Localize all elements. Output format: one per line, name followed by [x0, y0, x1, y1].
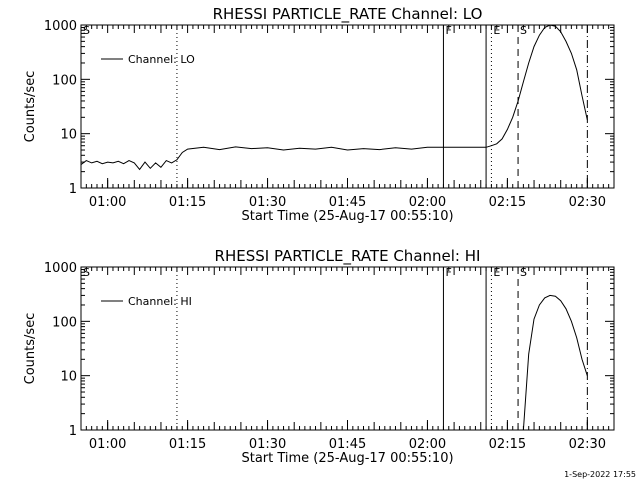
y-tick-label: 1	[69, 182, 77, 197]
chart-panel-1: RHESSI PARTICLE_RATE Channel: LO 1 10 100 10…	[23, 5, 615, 224]
y-tick-label: 10	[60, 128, 77, 143]
y-tick-label: 1000	[44, 261, 77, 276]
y-axis-label: Counts/sec	[23, 313, 38, 385]
x-axis-label: Start Time (25-Aug-17 00:55:10)	[241, 209, 453, 224]
x-tick-label: 01:30	[249, 195, 286, 210]
y-tick-label: 1000	[44, 19, 77, 34]
x-tick-label: 02:30	[569, 437, 606, 452]
y-tick-label: 100	[52, 73, 77, 88]
event-label: E	[493, 24, 500, 37]
event-label: F	[445, 24, 451, 37]
x-tick-label: 01:30	[249, 437, 286, 452]
plot-frame	[80, 24, 615, 189]
x-tick-label: 02:30	[569, 195, 606, 210]
x-tick-label: 02:15	[489, 195, 526, 210]
chart-panel-2: RHESSI PARTICLE_RATE Channel: HI 1 10 100 10…	[23, 247, 615, 466]
footer-timestamp: 1-Sep-2022 17:55	[564, 470, 636, 479]
plot-frame	[80, 266, 615, 431]
y-tick-label: 10	[60, 370, 77, 385]
series-line	[80, 24, 588, 171]
y-axis-label: Counts/sec	[23, 71, 38, 143]
event-label: E	[493, 266, 500, 279]
event-label: S	[83, 24, 90, 37]
x-tick-label: 02:00	[409, 195, 446, 210]
event-label: S	[83, 266, 90, 279]
event-label: S	[520, 24, 527, 37]
series-line	[522, 294, 588, 431]
x-tick-label: 01:15	[169, 437, 206, 452]
y-tick-label: 100	[52, 315, 77, 330]
x-tick-label: 01:45	[329, 437, 366, 452]
chart-title: RHESSI PARTICLE_RATE Channel: LO	[213, 5, 483, 24]
chart-title: RHESSI PARTICLE_RATE Channel: HI	[215, 247, 481, 266]
y-tick-label: 1	[69, 424, 77, 439]
x-tick-label: 01:45	[329, 195, 366, 210]
x-tick-label: 01:00	[89, 437, 126, 452]
event-label: S	[520, 266, 527, 279]
x-tick-label: 02:15	[489, 437, 526, 452]
legend-label: Channel: HI	[128, 295, 192, 308]
x-axis-label: Start Time (25-Aug-17 00:55:10)	[241, 451, 453, 466]
x-tick-label: 01:00	[89, 195, 126, 210]
x-tick-label: 02:00	[409, 437, 446, 452]
x-tick-label: 01:15	[169, 195, 206, 210]
event-label: F	[445, 266, 451, 279]
legend-label: Channel: LO	[128, 53, 195, 66]
